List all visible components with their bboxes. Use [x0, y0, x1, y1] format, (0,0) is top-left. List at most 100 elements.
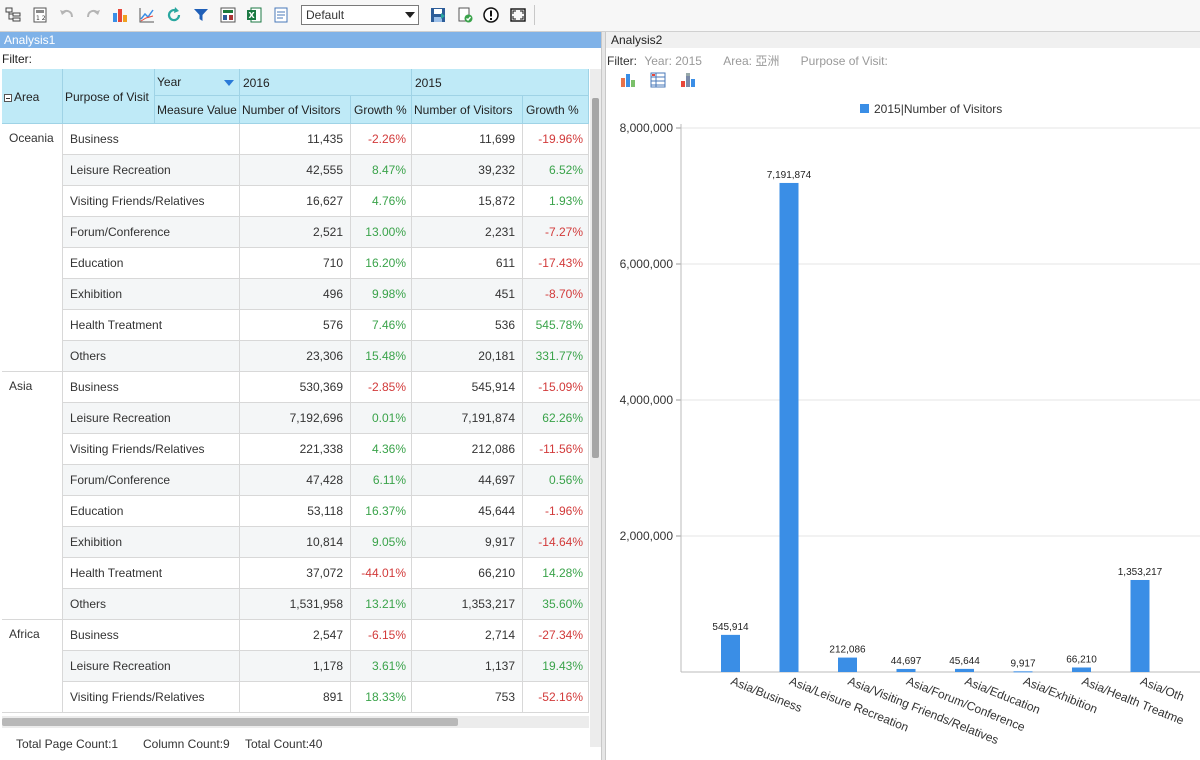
growth-2016-cell[interactable]: 16.20%	[365, 256, 406, 270]
splitter[interactable]	[601, 32, 606, 760]
purpose-cell[interactable]: Forum/Conference	[70, 473, 171, 487]
visitors-2015-cell[interactable]: 15,872	[478, 194, 515, 208]
growth-2016-header[interactable]: Growth %	[351, 96, 412, 124]
purpose-cell[interactable]: Business	[70, 628, 119, 642]
line-chart-icon[interactable]	[138, 6, 156, 24]
growth-2015-cell[interactable]: -1.96%	[544, 504, 583, 518]
visitors-2016-header[interactable]: Number of Visitors	[240, 96, 351, 124]
visitors-2016-cell[interactable]: 42,555	[306, 163, 343, 177]
report-icon[interactable]	[272, 6, 290, 24]
purpose-cell[interactable]: Others	[70, 349, 107, 363]
growth-2015-cell[interactable]: -17.43%	[538, 256, 583, 270]
visitors-2015-cell[interactable]: 545,914	[471, 380, 515, 394]
visitors-2016-cell[interactable]: 710	[322, 256, 343, 270]
check-icon[interactable]	[456, 6, 474, 24]
purpose-cell[interactable]: Leisure Recreation	[70, 659, 171, 673]
table-icon[interactable]	[650, 72, 666, 91]
growth-2015-cell[interactable]: 545.78%	[535, 318, 583, 332]
horizontal-scrollbar[interactable]	[2, 716, 589, 728]
growth-2015-cell[interactable]: -27.34%	[538, 628, 583, 642]
visitors-2015-cell[interactable]: 451	[494, 287, 515, 301]
purpose-cell[interactable]: Leisure Recreation	[70, 411, 171, 425]
visitors-2015-cell[interactable]: 45,644	[478, 504, 515, 518]
growth-2015-cell[interactable]: 331.77%	[535, 349, 583, 363]
tree-icon[interactable]	[4, 6, 22, 24]
visitors-2015-cell[interactable]: 1,137	[484, 659, 515, 673]
visitors-2015-cell[interactable]: 39,232	[478, 163, 515, 177]
growth-2016-cell[interactable]: 4.36%	[371, 442, 406, 456]
column-chart-icon[interactable]	[620, 72, 636, 91]
growth-2015-header[interactable]: Growth %	[523, 96, 589, 124]
growth-2015-cell[interactable]: 6.52%	[548, 163, 583, 177]
purpose-cell[interactable]: Exhibition	[70, 287, 123, 301]
stacked-chart-icon[interactable]	[680, 72, 696, 91]
growth-2016-cell[interactable]: -6.15%	[367, 628, 406, 642]
visitors-2015-cell[interactable]: 9,917	[484, 535, 515, 549]
sort-desc-icon[interactable]	[224, 80, 234, 86]
layout-select[interactable]: Default	[301, 5, 419, 25]
growth-2015-cell[interactable]: 62.26%	[542, 411, 583, 425]
visitors-2016-cell[interactable]: 496	[322, 287, 343, 301]
visitors-2016-cell[interactable]: 10,814	[306, 535, 343, 549]
purpose-cell[interactable]: Education	[70, 504, 124, 518]
visitors-2016-cell[interactable]: 16,627	[306, 194, 343, 208]
save-icon[interactable]	[429, 6, 447, 24]
export-icon[interactable]	[219, 6, 237, 24]
visitors-2015-cell[interactable]: 20,181	[478, 349, 515, 363]
redo-icon[interactable]	[84, 6, 102, 24]
growth-2016-cell[interactable]: 7.46%	[371, 318, 406, 332]
growth-2016-cell[interactable]: -2.85%	[367, 380, 406, 394]
growth-2016-cell[interactable]: 0.01%	[371, 411, 406, 425]
visitors-2016-cell[interactable]: 2,521	[312, 225, 343, 239]
visitors-2016-cell[interactable]: 1,531,958	[289, 597, 343, 611]
measure-header[interactable]: Measure Value	[155, 96, 240, 124]
visitors-2015-cell[interactable]: 611	[495, 256, 515, 270]
visitors-2015-cell[interactable]: 44,697	[478, 473, 515, 487]
growth-2016-cell[interactable]: -44.01%	[361, 566, 406, 580]
scroll-thumb[interactable]	[592, 98, 599, 458]
visitors-2015-cell[interactable]: 753	[494, 690, 515, 704]
filter-icon[interactable]	[192, 6, 210, 24]
purpose-cell[interactable]: Visiting Friends/Relatives	[70, 442, 205, 456]
growth-2015-cell[interactable]: -19.96%	[538, 132, 583, 146]
purpose-header[interactable]: Purpose of Visit	[63, 69, 155, 124]
growth-2015-cell[interactable]: 35.60%	[542, 597, 583, 611]
visitors-2015-cell[interactable]: 536	[494, 318, 515, 332]
growth-2016-cell[interactable]: 8.47%	[371, 163, 406, 177]
purpose-cell[interactable]: Others	[70, 597, 107, 611]
area-cell[interactable]: Asia	[2, 372, 63, 620]
visitors-2015-cell[interactable]: 11,699	[479, 132, 515, 146]
visitors-2016-cell[interactable]: 1,178	[312, 659, 343, 673]
visitors-2016-cell[interactable]: 576	[322, 318, 343, 332]
growth-2015-cell[interactable]: -15.09%	[538, 380, 583, 394]
purpose-cell[interactable]: Health Treatment	[70, 318, 163, 332]
purpose-cell[interactable]: Education	[70, 256, 124, 270]
growth-2015-cell[interactable]: 19.43%	[542, 659, 583, 673]
growth-2015-cell[interactable]: -7.27%	[544, 225, 583, 239]
visitors-2015-cell[interactable]: 66,210	[478, 566, 515, 580]
purpose-cell[interactable]: Exhibition	[70, 535, 123, 549]
purpose-cell[interactable]: Business	[70, 132, 119, 146]
growth-2016-cell[interactable]: 3.61%	[371, 659, 406, 673]
visitors-2016-cell[interactable]: 530,369	[299, 380, 343, 394]
visitors-2015-header[interactable]: Number of Visitors	[412, 96, 523, 124]
growth-2016-cell[interactable]: 4.76%	[371, 194, 406, 208]
visitors-2016-cell[interactable]: 53,118	[307, 504, 343, 518]
collapse-icon[interactable]	[4, 94, 12, 102]
visitors-2016-cell[interactable]: 221,338	[299, 442, 343, 456]
excel-icon[interactable]: X	[245, 6, 263, 24]
area-cell[interactable]: Oceania	[2, 124, 63, 372]
fullscreen-icon[interactable]	[509, 6, 527, 24]
growth-2015-cell[interactable]: -11.56%	[539, 442, 583, 456]
year-header[interactable]: Year	[155, 69, 240, 96]
visitors-2015-cell[interactable]: 2,231	[484, 225, 515, 239]
visitors-2016-cell[interactable]: 891	[322, 690, 343, 704]
scroll-thumb[interactable]	[2, 718, 458, 726]
calculator-icon[interactable]: 1 2	[31, 6, 49, 24]
year-2016-header[interactable]: 2016	[240, 69, 412, 96]
growth-2016-cell[interactable]: 6.11%	[372, 473, 406, 487]
growth-2016-cell[interactable]: 9.98%	[371, 287, 406, 301]
growth-2016-cell[interactable]: -2.26%	[367, 132, 406, 146]
visitors-2016-cell[interactable]: 37,072	[306, 566, 343, 580]
visitors-2016-cell[interactable]: 23,306	[306, 349, 343, 363]
